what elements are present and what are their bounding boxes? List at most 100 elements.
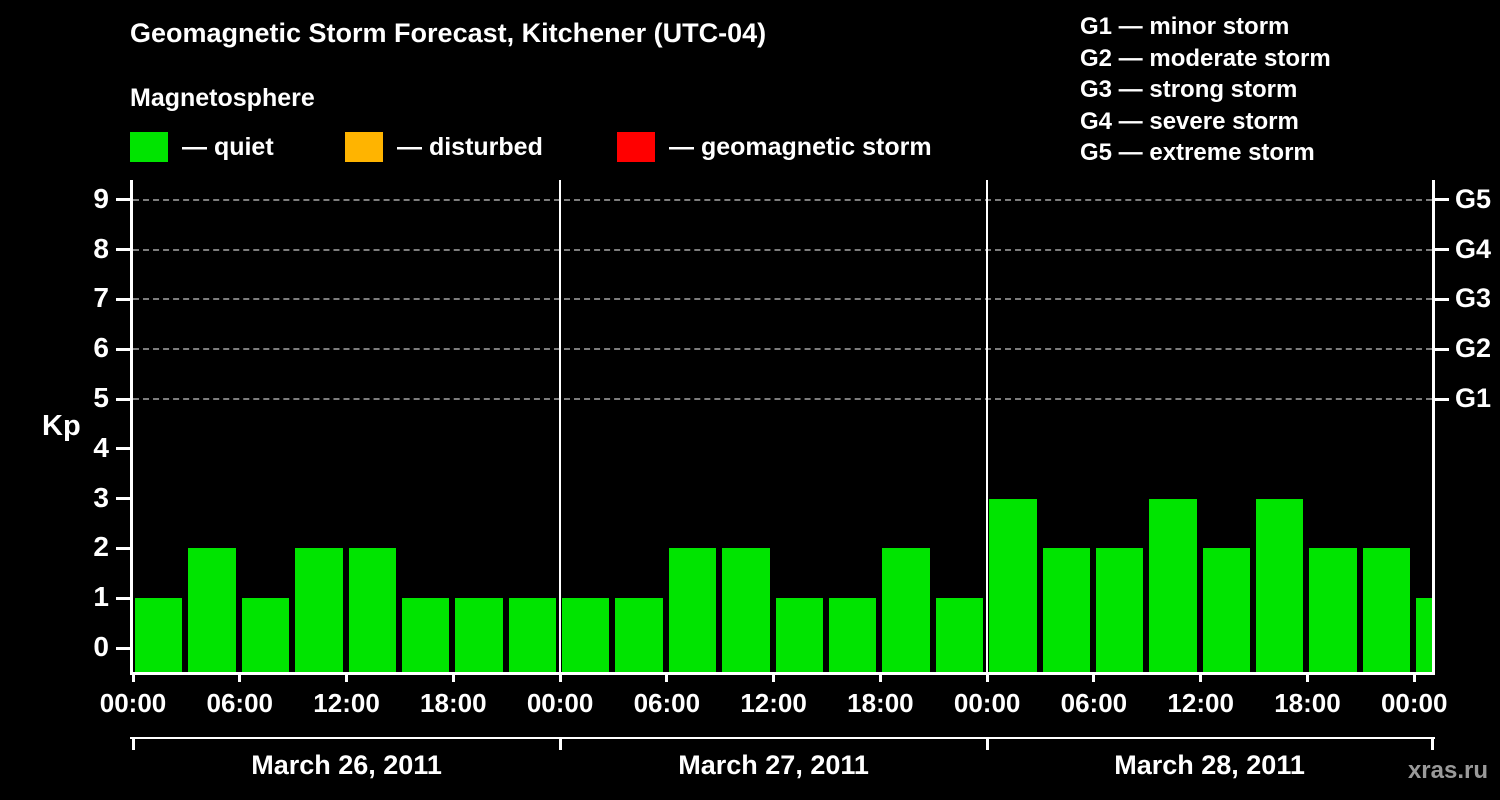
kp-bar — [935, 598, 984, 672]
time-tick — [985, 672, 989, 682]
time-tick — [1092, 672, 1096, 682]
legend-item-2: — geomagnetic storm — [617, 132, 932, 162]
time-tick — [558, 672, 562, 682]
kp-axis-title: Kp — [42, 410, 81, 442]
date-axis-line — [130, 737, 1435, 739]
kp-bar — [1095, 548, 1144, 672]
kp-bar — [1309, 548, 1357, 672]
kp-bar — [562, 598, 610, 672]
kp-tick-label: 9 — [93, 182, 109, 214]
legend-swatch — [345, 132, 383, 162]
day-separator — [986, 180, 989, 672]
time-label: 18:00 — [847, 688, 914, 718]
kp-bar — [882, 548, 930, 672]
kp-bar — [135, 598, 183, 672]
g-tick-label: G5 — [1455, 183, 1492, 214]
kp-bar — [188, 548, 236, 672]
kp-tick — [116, 447, 130, 451]
date-axis: March 26, 2011 March 27, 2011 March 28, 20… — [130, 737, 1435, 797]
g-legend-item: G1 — minor storm — [1080, 13, 1290, 40]
time-tick — [345, 672, 349, 682]
legend-label: — geomagnetic storm — [669, 132, 932, 161]
kp-bar — [1362, 548, 1411, 672]
time-label: 06:00 — [206, 688, 274, 718]
legend-swatch — [130, 132, 168, 162]
time-label: 12:00 — [1167, 688, 1234, 718]
kp-bar — [722, 548, 770, 672]
time-label: 06:00 — [633, 688, 701, 718]
day-separator — [559, 180, 562, 672]
legend-label: — disturbed — [397, 132, 543, 161]
date-label: March 28, 2011 — [1114, 750, 1305, 780]
kp-bar — [348, 548, 396, 672]
kp-bar — [295, 548, 343, 672]
kp-bar-partial — [1416, 598, 1432, 672]
gridline-kp6 — [133, 348, 1432, 351]
time-label: 00:00 — [953, 688, 1021, 718]
kp-tick — [116, 297, 130, 301]
time-tick — [665, 672, 669, 682]
kp-tick — [116, 248, 130, 252]
g-scale-legend: G1 — minor storm G2 — moderate storm G3 — … — [1080, 11, 1331, 169]
g-tick — [1435, 397, 1449, 401]
gridline-kp5 — [133, 398, 1432, 400]
time-label: 06:00 — [1060, 688, 1128, 718]
kp-tick-label: 0 — [93, 631, 109, 662]
kp-bar — [615, 598, 663, 672]
kp-tick — [116, 198, 130, 202]
kp-bar — [1149, 498, 1197, 672]
kp-tick-label: 6 — [93, 332, 109, 364]
kp-tick-label: 4 — [93, 431, 109, 463]
kp-bar — [241, 598, 290, 672]
kp-bar — [1202, 548, 1251, 672]
bars-layer — [133, 180, 1432, 672]
time-tick — [878, 672, 882, 682]
kp-bar — [828, 598, 877, 672]
time-label: 18:00 — [1274, 688, 1341, 718]
time-label: 12:00 — [313, 688, 380, 718]
kp-tick — [116, 546, 130, 550]
kp-tick — [116, 347, 130, 351]
g-tick-label: G3 — [1455, 283, 1492, 314]
time-label: 18:00 — [420, 688, 487, 718]
date-label: March 26, 2011 — [251, 750, 442, 780]
watermark: xras.ru — [1407, 757, 1488, 784]
legend-item-0: — quiet — [130, 132, 274, 162]
magnetosphere-label: Magnetosphere — [130, 84, 315, 112]
time-tick — [451, 672, 455, 682]
kp-tick — [116, 397, 130, 401]
g-tick-label: G4 — [1455, 233, 1492, 264]
g-legend-item: G3 — strong storm — [1080, 76, 1298, 103]
g-tick — [1435, 347, 1449, 351]
gridline-kp8 — [133, 248, 1432, 251]
time-tick — [131, 672, 135, 682]
date-axis-tick — [131, 737, 135, 750]
kp-bar — [1256, 498, 1304, 672]
g-tick-label: G2 — [1455, 333, 1492, 364]
time-tick — [1412, 672, 1416, 682]
kp-tick-label: 8 — [93, 232, 109, 264]
time-tick — [1199, 672, 1203, 682]
gridline-kp9 — [133, 198, 1432, 201]
date-axis-tick — [558, 737, 562, 750]
kp-bar — [508, 598, 557, 672]
date-axis-tick — [1430, 737, 1434, 750]
kp-bar — [455, 598, 503, 672]
date-axis-tick — [985, 737, 989, 750]
kp-tick-label: 2 — [93, 531, 109, 563]
kp-bar — [668, 548, 717, 672]
kp-bar — [401, 598, 450, 672]
g-tick-label: G1 — [1455, 383, 1492, 413]
g-tick — [1435, 248, 1449, 252]
page-title: Geomagnetic Storm Forecast, Kitchener (U… — [130, 18, 767, 48]
g-legend-item: G2 — moderate storm — [1080, 44, 1331, 72]
time-tick — [238, 672, 242, 682]
kp-tick-label: 1 — [93, 581, 109, 613]
plot-area: 0 1 2 3 4 5 6 7 8 9 G1 G2 G3 G4 G5 00:00 06:00 12:00 18:00… — [93, 180, 1491, 718]
g-tick — [1435, 198, 1449, 202]
time-tick — [772, 672, 776, 682]
g-legend-item: G5 — extreme storm — [1080, 139, 1315, 166]
time-label: 00:00 — [99, 688, 167, 718]
date-label: March 27, 2011 — [678, 750, 869, 780]
time-label: 12:00 — [740, 688, 807, 718]
